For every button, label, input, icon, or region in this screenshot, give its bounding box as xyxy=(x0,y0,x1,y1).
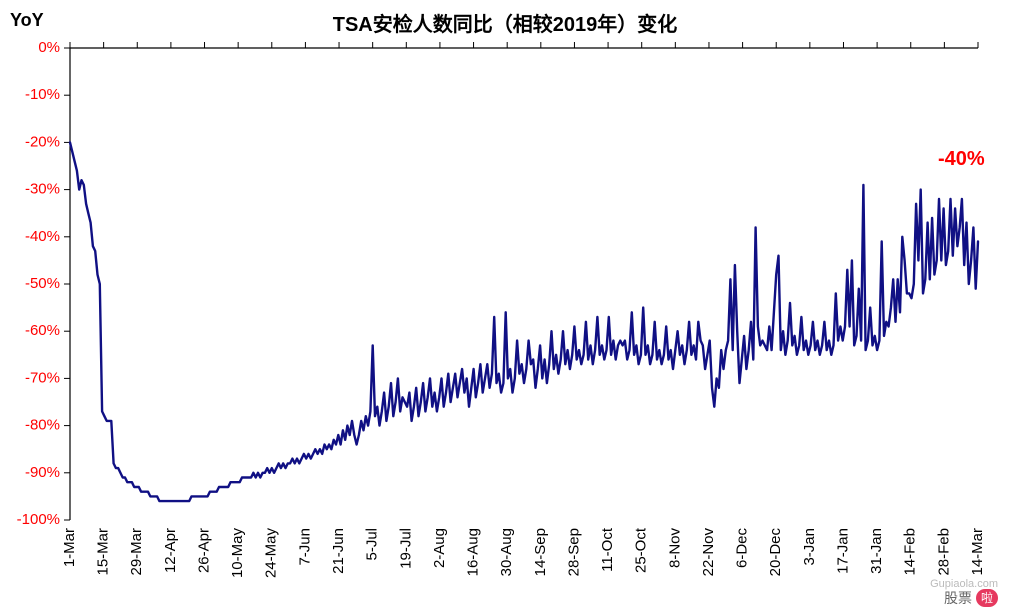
svg-text:30-Aug: 30-Aug xyxy=(498,528,515,576)
svg-text:-20%: -20% xyxy=(25,133,60,150)
svg-text:14-Feb: 14-Feb xyxy=(902,528,919,576)
watermark-badge: 啦 xyxy=(976,589,998,607)
svg-text:8-Nov: 8-Nov xyxy=(666,528,683,569)
svg-text:0%: 0% xyxy=(38,39,60,56)
svg-text:15-Mar: 15-Mar xyxy=(95,528,112,576)
chart-title: TSA安检人数同比（相较2019年）变化 xyxy=(0,8,1010,37)
svg-text:31-Jan: 31-Jan xyxy=(868,528,885,574)
svg-text:10-May: 10-May xyxy=(229,528,246,579)
svg-text:12-Apr: 12-Apr xyxy=(162,528,179,573)
svg-text:20-Dec: 20-Dec xyxy=(767,528,784,577)
svg-text:-100%: -100% xyxy=(17,511,60,528)
svg-text:19-Jul: 19-Jul xyxy=(397,528,414,569)
svg-text:-50%: -50% xyxy=(25,275,60,292)
svg-text:-40%: -40% xyxy=(25,228,60,245)
svg-text:-90%: -90% xyxy=(25,464,60,481)
svg-text:28-Feb: 28-Feb xyxy=(935,528,952,576)
svg-text:7-Jun: 7-Jun xyxy=(296,528,313,566)
svg-text:22-Nov: 22-Nov xyxy=(700,528,717,577)
svg-text:17-Jan: 17-Jan xyxy=(834,528,851,574)
svg-text:5-Jul: 5-Jul xyxy=(364,528,381,561)
svg-text:25-Oct: 25-Oct xyxy=(633,527,650,573)
svg-text:-10%: -10% xyxy=(25,86,60,103)
svg-text:6-Dec: 6-Dec xyxy=(734,528,751,569)
svg-text:14-Sep: 14-Sep xyxy=(532,528,549,576)
watermark-brand: 股票 xyxy=(944,588,972,608)
svg-text:29-Mar: 29-Mar xyxy=(128,528,145,576)
svg-text:14-Mar: 14-Mar xyxy=(969,528,986,576)
watermark: 股票 啦 xyxy=(944,588,998,608)
svg-text:-30%: -30% xyxy=(25,181,60,198)
svg-text:16-Aug: 16-Aug xyxy=(465,528,482,576)
svg-text:24-May: 24-May xyxy=(263,528,280,579)
svg-text:1-Mar: 1-Mar xyxy=(61,528,78,567)
callout-value: -40% xyxy=(938,148,985,171)
chart-root: YoY TSA安检人数同比（相较2019年）变化 -40% 0%-10%-20%… xyxy=(0,0,1010,612)
svg-text:-70%: -70% xyxy=(25,369,60,386)
svg-text:11-Oct: 11-Oct xyxy=(599,527,616,572)
svg-text:-60%: -60% xyxy=(25,322,60,339)
chart-svg: 0% -10% -20% -30% -40% -50% -60% -70% -80% -90% -1… xyxy=(0,0,1010,612)
svg-text:21-Jun: 21-Jun xyxy=(330,528,347,574)
svg-text:3-Jan: 3-Jan xyxy=(801,528,818,566)
svg-text:28-Sep: 28-Sep xyxy=(565,528,582,576)
svg-text:2-Aug: 2-Aug xyxy=(431,528,448,568)
svg-text:26-Apr: 26-Apr xyxy=(195,528,212,573)
svg-text:-80%: -80% xyxy=(25,417,60,434)
